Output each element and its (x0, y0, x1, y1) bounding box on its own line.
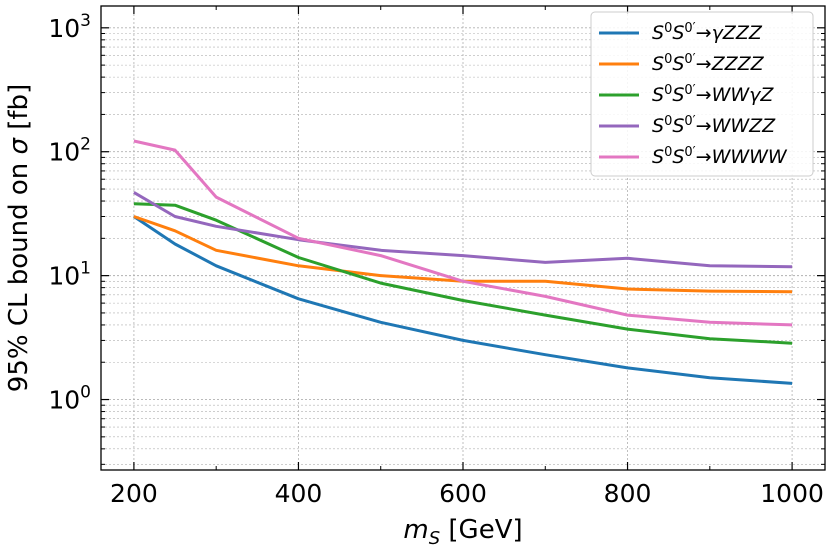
y-tick-label-base: 10 (48, 386, 80, 415)
legend-label-part: WWWW (712, 146, 788, 168)
legend-label-part: 0 (664, 145, 672, 160)
legend-label: S0S0′→WWγZ (652, 83, 774, 107)
legend-label-part: 0 (664, 52, 672, 67)
x-axis-label-space (440, 515, 448, 545)
legend-label-part: 0 (664, 21, 672, 36)
legend-label-part: → (696, 53, 712, 75)
legend-label-part: S (672, 53, 684, 75)
y-tick-label: 102 (48, 135, 91, 167)
y-axis-label-space (4, 130, 34, 138)
x-tick-labels: 200 400 600 800 1000 (110, 479, 824, 508)
y-tick-label: 103 (48, 11, 91, 43)
series-line (133, 202, 793, 345)
legend-label: S0S0′→γZZZ (652, 21, 763, 45)
x-axis-label-unit: [GeV] (448, 515, 522, 545)
legend-label-part: S (672, 115, 684, 137)
x-tick-label: 200 (110, 479, 158, 508)
legend-label-part: 0′ (684, 83, 695, 98)
legend-label-part: 0′ (684, 114, 695, 129)
legend-label-part: → (696, 115, 712, 137)
x-tick-label: 800 (604, 479, 652, 508)
y-axis-label-prefix: 95% CL bound on (4, 154, 34, 392)
y-tick-label-exponent: 0 (80, 383, 91, 403)
y-tick-label-exponent: 1 (80, 259, 91, 279)
x-axis-label: mS [GeV] (403, 515, 522, 548)
tick-layer (101, 6, 825, 470)
legend-label-part: WWγZ (712, 84, 775, 106)
legend-label: S0S0′→WWZZ (652, 114, 776, 138)
legend-label-part: S (652, 115, 664, 137)
legend-label-part: 0′ (684, 52, 695, 67)
legend-label-part: γZZZ (712, 22, 763, 44)
y-tick-label: 101 (48, 259, 91, 291)
series-line (133, 139, 793, 327)
series-line (133, 215, 793, 294)
legend-label-part: → (696, 146, 712, 168)
series-layer (133, 139, 793, 385)
legend-label-part: 0 (664, 114, 672, 129)
y-axis-label: 95% CL bound on σ [fb] (4, 84, 34, 392)
y-tick-label-exponent: 3 (80, 11, 91, 31)
series-line (133, 191, 793, 269)
legend-label-part: S (652, 84, 664, 106)
legend-label-part: → (696, 84, 712, 106)
y-tick-label-exponent: 2 (80, 135, 91, 155)
legend-label-part: ZZZZ (711, 53, 765, 75)
legend-label: S0S0′→ZZZZ (652, 52, 765, 76)
legend-label-part: S (672, 146, 684, 168)
series-line (133, 215, 793, 385)
legend-label-part: S (672, 84, 684, 106)
legend-label-part: S (652, 53, 664, 75)
x-tick-label: 1000 (760, 479, 824, 508)
legend-label-part: → (696, 22, 712, 44)
y-axis-label-unit: [fb] (4, 84, 34, 130)
y-tick-label-base: 10 (48, 138, 80, 167)
y-tick-label-base: 10 (48, 262, 80, 291)
y-tick-label-base: 10 (48, 14, 80, 43)
legend-label-part: 0′ (684, 21, 695, 36)
legend-box (590, 11, 814, 177)
legend-label-part: WWZZ (712, 115, 777, 137)
legend-label: S0S0′→WWWW (652, 145, 788, 169)
legend: S0S0′→γZZZS0S0′→ZZZZS0S0′→WWγZS0S0′→WWZZ… (590, 11, 814, 177)
legend-label-part: 0′ (684, 145, 695, 160)
x-axis-label-sub: S (429, 528, 440, 548)
y-tick-label: 100 (48, 383, 91, 415)
y-axis-label-symbol: σ (4, 136, 34, 154)
x-tick-label: 400 (275, 479, 323, 508)
x-tick-label: 600 (439, 479, 487, 508)
legend-label-part: S (672, 22, 684, 44)
x-axis-label-main: m (403, 515, 428, 545)
legend-label-part: 0 (664, 83, 672, 98)
legend-label-part: S (652, 22, 664, 44)
legend-label-part: S (652, 146, 664, 168)
